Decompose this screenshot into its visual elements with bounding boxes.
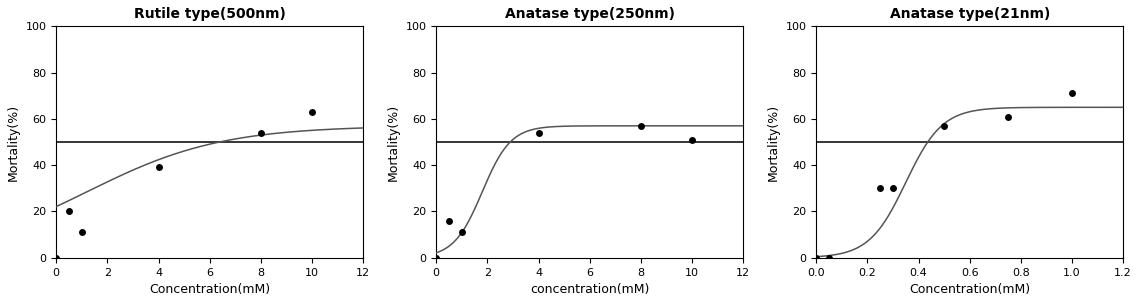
Y-axis label: Mortality(%): Mortality(%) [7,103,21,181]
Point [935,123,953,128]
Point [999,114,1017,119]
Point [632,123,650,128]
Point [149,165,167,170]
Point [820,255,838,260]
Point [73,230,91,235]
Y-axis label: Mortality(%): Mortality(%) [767,103,780,181]
X-axis label: Concentration(mM): Concentration(mM) [909,283,1031,296]
Point [1063,91,1081,96]
X-axis label: concentration(mM): concentration(mM) [530,283,649,296]
X-axis label: Concentration(mM): Concentration(mM) [149,283,270,296]
Point [60,209,79,214]
Title: Anatase type(21nm): Anatase type(21nm) [890,7,1050,21]
Point [530,130,548,135]
Point [252,130,270,135]
Title: Rutile type(500nm): Rutile type(500nm) [133,7,286,21]
Title: Anatase type(250nm): Anatase type(250nm) [505,7,674,21]
Point [884,186,902,191]
Point [452,230,470,235]
Point [808,255,826,260]
Point [427,255,445,260]
Point [683,137,702,142]
Y-axis label: Mortality(%): Mortality(%) [387,103,400,181]
Point [440,218,458,223]
Point [871,186,890,191]
Point [303,109,321,114]
Point [47,255,65,260]
